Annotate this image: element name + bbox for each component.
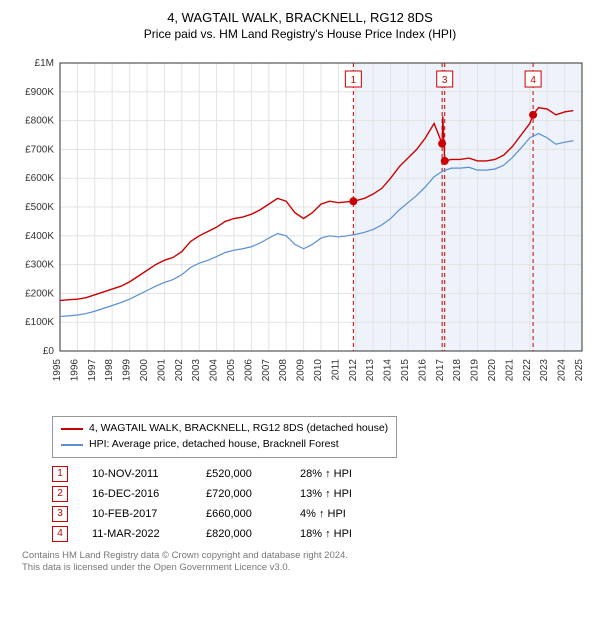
transaction-number: 4 bbox=[52, 526, 68, 542]
transaction-row: 1 10-NOV-2011 £520,000 28% ↑ HPI bbox=[52, 466, 588, 482]
svg-text:2007: 2007 bbox=[261, 359, 272, 382]
chart-svg: £0 £100K £200K £300K £400K £500K £600K £700K £80… bbox=[12, 51, 588, 406]
transaction-price: £660,000 bbox=[206, 508, 276, 520]
svg-text:£400K: £400K bbox=[25, 231, 54, 242]
svg-text:2003: 2003 bbox=[191, 359, 202, 382]
svg-text:2010: 2010 bbox=[313, 359, 324, 382]
chart-container: 4, WAGTAIL WALK, BRACKNELL, RG12 8DS Pri… bbox=[0, 0, 600, 582]
transaction-date: 10-FEB-2017 bbox=[92, 508, 182, 520]
svg-text:2014: 2014 bbox=[383, 359, 394, 382]
svg-text:£300K: £300K bbox=[25, 260, 54, 271]
legend-swatch bbox=[61, 428, 83, 430]
transaction-row: 2 16-DEC-2016 £720,000 13% ↑ HPI bbox=[52, 486, 588, 502]
svg-text:4: 4 bbox=[530, 75, 536, 86]
svg-text:1995: 1995 bbox=[52, 359, 63, 382]
svg-text:2006: 2006 bbox=[243, 359, 254, 382]
transaction-date: 11-MAR-2022 bbox=[92, 528, 182, 540]
svg-text:2016: 2016 bbox=[417, 359, 428, 382]
svg-text:2024: 2024 bbox=[557, 359, 568, 382]
svg-text:2004: 2004 bbox=[209, 359, 220, 382]
transaction-date: 10-NOV-2011 bbox=[92, 468, 182, 480]
svg-text:£1M: £1M bbox=[35, 58, 54, 69]
transaction-row: 4 11-MAR-2022 £820,000 18% ↑ HPI bbox=[52, 526, 588, 542]
transactions-table: 1 10-NOV-2011 £520,000 28% ↑ HPI 2 16-DEC-201… bbox=[52, 466, 588, 542]
svg-text:£500K: £500K bbox=[25, 202, 54, 213]
legend-row: 4, WAGTAIL WALK, BRACKNELL, RG12 8DS (de… bbox=[61, 421, 388, 437]
legend-swatch bbox=[61, 444, 83, 446]
svg-text:1996: 1996 bbox=[69, 359, 80, 382]
svg-text:2012: 2012 bbox=[348, 359, 359, 382]
svg-text:2000: 2000 bbox=[139, 359, 150, 382]
svg-text:£200K: £200K bbox=[25, 288, 54, 299]
svg-text:2005: 2005 bbox=[226, 359, 237, 382]
svg-text:2011: 2011 bbox=[330, 359, 341, 381]
transaction-pct: 13% ↑ HPI bbox=[300, 488, 390, 500]
svg-text:2022: 2022 bbox=[522, 359, 533, 382]
attribution: Contains HM Land Registry data © Crown c… bbox=[22, 550, 588, 575]
svg-text:1: 1 bbox=[351, 75, 357, 86]
svg-text:£100K: £100K bbox=[25, 317, 54, 328]
svg-text:2001: 2001 bbox=[156, 359, 167, 382]
svg-text:1998: 1998 bbox=[104, 359, 115, 382]
transaction-pct: 28% ↑ HPI bbox=[300, 468, 390, 480]
svg-text:2008: 2008 bbox=[278, 359, 289, 382]
svg-text:2013: 2013 bbox=[365, 359, 376, 382]
svg-text:£0: £0 bbox=[43, 346, 55, 357]
svg-text:2017: 2017 bbox=[435, 359, 446, 382]
legend-label: 4, WAGTAIL WALK, BRACKNELL, RG12 8DS (de… bbox=[89, 421, 388, 437]
svg-text:£800K: £800K bbox=[25, 116, 54, 127]
transaction-price: £720,000 bbox=[206, 488, 276, 500]
svg-text:2020: 2020 bbox=[487, 359, 498, 382]
svg-text:£900K: £900K bbox=[25, 87, 54, 98]
transaction-number: 3 bbox=[52, 506, 68, 522]
legend: 4, WAGTAIL WALK, BRACKNELL, RG12 8DS (de… bbox=[52, 416, 397, 458]
svg-text:2021: 2021 bbox=[504, 359, 515, 382]
attribution-line-1: Contains HM Land Registry data © Crown c… bbox=[22, 550, 588, 562]
legend-label: HPI: Average price, detached house, Brac… bbox=[89, 437, 339, 453]
transaction-number: 1 bbox=[52, 466, 68, 482]
svg-text:1997: 1997 bbox=[87, 359, 98, 382]
svg-text:2015: 2015 bbox=[400, 359, 411, 382]
title-line-1: 4, WAGTAIL WALK, BRACKNELL, RG12 8DS bbox=[12, 10, 588, 25]
transaction-pct: 18% ↑ HPI bbox=[300, 528, 390, 540]
svg-text:£600K: £600K bbox=[25, 173, 54, 184]
svg-text:2009: 2009 bbox=[296, 359, 307, 382]
svg-text:2023: 2023 bbox=[539, 359, 550, 382]
svg-text:2019: 2019 bbox=[470, 359, 481, 382]
title-line-2: Price paid vs. HM Land Registry's House … bbox=[12, 27, 588, 41]
svg-text:2025: 2025 bbox=[574, 359, 585, 382]
transaction-price: £520,000 bbox=[206, 468, 276, 480]
attribution-line-2: This data is licensed under the Open Gov… bbox=[22, 562, 588, 574]
chart: £0 £100K £200K £300K £400K £500K £600K £700K £80… bbox=[12, 51, 588, 406]
transaction-row: 3 10-FEB-2017 £660,000 4% ↑ HPI bbox=[52, 506, 588, 522]
svg-text:2018: 2018 bbox=[452, 359, 463, 382]
transaction-pct: 4% ↑ HPI bbox=[300, 508, 390, 520]
legend-row: HPI: Average price, detached house, Brac… bbox=[61, 437, 388, 453]
svg-text:3: 3 bbox=[442, 75, 448, 86]
transaction-date: 16-DEC-2016 bbox=[92, 488, 182, 500]
transaction-price: £820,000 bbox=[206, 528, 276, 540]
svg-text:2002: 2002 bbox=[174, 359, 185, 382]
svg-text:1999: 1999 bbox=[122, 359, 133, 382]
transaction-number: 2 bbox=[52, 486, 68, 502]
svg-text:£700K: £700K bbox=[25, 144, 54, 155]
